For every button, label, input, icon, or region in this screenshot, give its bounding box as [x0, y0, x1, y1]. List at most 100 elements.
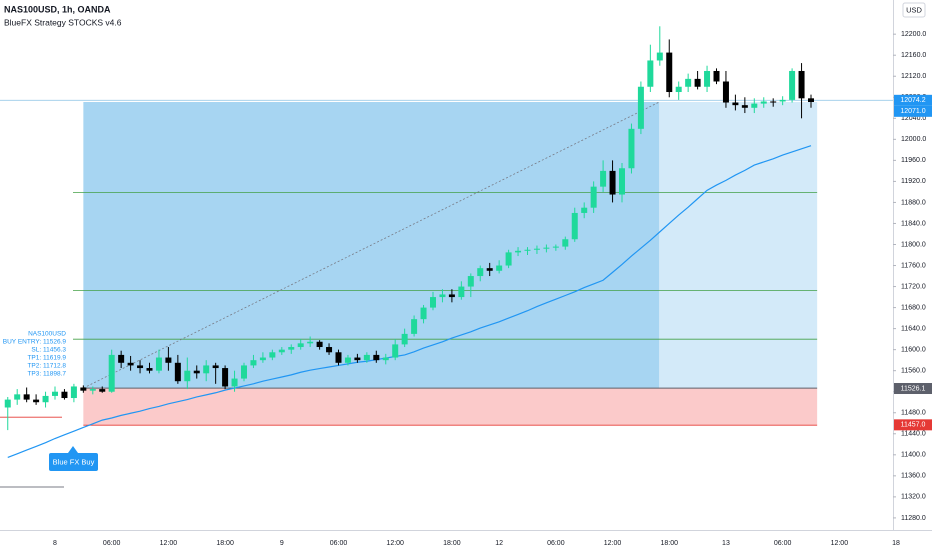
x-tick-label: 06:00: [547, 540, 565, 547]
x-tick-label: 18:00: [660, 540, 678, 547]
candle-body: [137, 365, 144, 369]
y-tick-label: 11560.0: [901, 368, 926, 375]
candle-body: [656, 52, 663, 61]
candle-body: [231, 378, 238, 387]
candle-body: [269, 352, 276, 358]
info-symbol: NAS100USD: [28, 331, 66, 338]
candle-body: [713, 70, 720, 82]
y-tick-label: 11320.0: [901, 494, 926, 501]
info-line: TP3: 11898.7: [27, 371, 66, 378]
price-label-box: [894, 419, 932, 431]
candle-body: [751, 103, 758, 108]
candle-body: [732, 102, 739, 106]
candle-body: [467, 276, 474, 287]
candle-body: [562, 239, 569, 247]
y-tick-label: 12000.0: [901, 136, 926, 143]
indicator-name: BlueFX Strategy STOCKS v4.6: [4, 17, 122, 27]
candle-body: [704, 70, 711, 87]
candle-body: [600, 170, 607, 187]
candle-body: [23, 394, 30, 400]
candle-body: [297, 343, 304, 348]
candle-body: [222, 368, 229, 387]
candle-body: [571, 212, 578, 240]
candle-body: [70, 386, 77, 399]
y-tick-label: 12160.0: [901, 52, 926, 59]
signal-label: Blue FX Buy: [53, 457, 95, 466]
candle-body: [543, 247, 550, 249]
candle-body: [798, 70, 805, 99]
price-label: 11526.1: [901, 385, 926, 392]
candle-body: [373, 354, 380, 361]
candle-body: [401, 333, 408, 345]
candle-body: [155, 357, 162, 371]
candle-body: [174, 362, 181, 382]
chart-title: NAS100USD, 1h, OANDA: [4, 4, 111, 14]
candle-body: [118, 354, 125, 363]
x-tick-label: 12:00: [604, 540, 622, 547]
candle-body: [789, 70, 796, 100]
candle-body: [779, 99, 786, 102]
candle-body: [344, 357, 351, 363]
info-line: SL: 11456.3: [31, 347, 66, 354]
y-tick-label: 11720.0: [901, 283, 926, 290]
currency-label[interactable]: USD: [906, 5, 922, 14]
signal-pointer: [68, 446, 78, 453]
y-tick-label: 11960.0: [901, 157, 926, 164]
info-line: TP1: 11619.9: [27, 355, 66, 362]
candle-body: [741, 105, 748, 108]
y-tick-label: 11680.0: [901, 304, 926, 311]
y-tick-label: 11920.0: [901, 178, 926, 185]
trade-path: [83, 101, 660, 389]
x-tick-label: 8: [53, 540, 57, 547]
y-tick-label: 11480.0: [901, 410, 926, 417]
x-tick-label: 06:00: [774, 540, 792, 547]
moving-average: [7, 145, 812, 458]
y-tick-label: 12120.0: [901, 73, 926, 80]
candle-body: [411, 319, 418, 334]
candle-body: [637, 86, 644, 129]
currency-box[interactable]: [902, 2, 926, 18]
candle-body: [619, 168, 625, 195]
candle-body: [382, 357, 389, 361]
candle-body: [184, 370, 191, 382]
y-tick-label: 11280.0: [901, 515, 926, 522]
candle-body: [439, 294, 446, 298]
candle-body: [496, 265, 503, 271]
candle-body: [477, 268, 484, 277]
x-tick-label: 18:00: [216, 540, 234, 547]
candle-body: [326, 347, 333, 353]
x-tick-label: 06:00: [330, 540, 348, 547]
y-tick-label: 11840.0: [901, 220, 926, 227]
candle-body: [486, 268, 493, 271]
y-tick-label: 12040.0: [901, 115, 926, 122]
candle-body: [259, 357, 266, 361]
info-line: BUY ENTRY: 11526.9: [3, 339, 67, 346]
y-tick-label: 11800.0: [901, 241, 926, 248]
candle-body: [354, 357, 361, 361]
candle-body: [760, 101, 767, 104]
candle-body: [212, 365, 219, 369]
price-label: 12071.0: [900, 108, 925, 115]
x-tick-label: 12:00: [386, 540, 404, 547]
candle-body: [722, 81, 729, 103]
candle-body: [193, 370, 200, 374]
y-tick-label: 11600.0: [901, 346, 926, 353]
candle-body: [335, 352, 342, 363]
candle-body: [127, 362, 134, 366]
y-tick-label: 11400.0: [901, 452, 926, 459]
candle-body: [628, 128, 635, 169]
price-label-box: [894, 94, 932, 106]
x-tick-label: 18:00: [443, 540, 461, 547]
candle-body: [609, 170, 616, 195]
candle-body: [458, 286, 465, 298]
x-tick-label: 12:00: [831, 540, 849, 547]
candle-body: [42, 395, 49, 403]
candle-body: [675, 86, 682, 93]
candle-body: [14, 394, 21, 400]
x-tick-label: 06:00: [103, 540, 121, 547]
y-tick-label: 11640.0: [901, 325, 926, 332]
y-tick-label: 11360.0: [901, 473, 926, 480]
